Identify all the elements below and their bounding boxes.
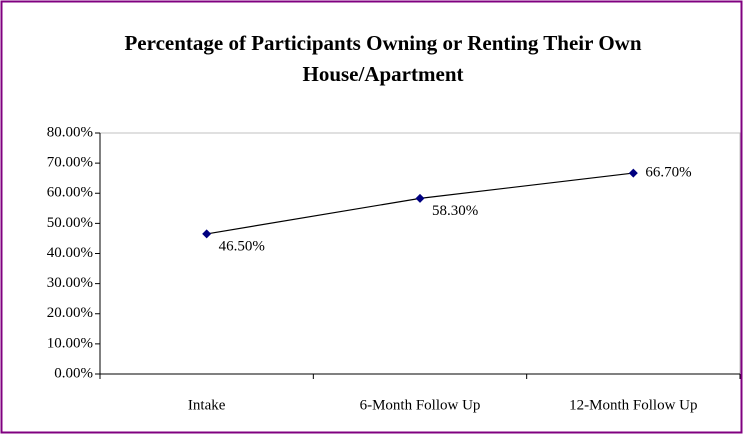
data-label: 66.70% [645,165,691,181]
y-tick-label: 10.00% [47,335,93,351]
plot-area [99,132,741,375]
y-tick-label: 50.00% [47,215,93,231]
chart-title: Percentage of Participants Owning or Ren… [124,31,642,86]
data-point [628,168,638,178]
y-tick-label: 0.00% [54,365,93,381]
y-tick-label: 80.00% [47,124,93,140]
x-tick-label: 12-Month Follow Up [569,397,697,413]
data-label: 58.30% [432,203,478,219]
y-tick-label: 60.00% [47,185,93,201]
data-point [415,193,425,203]
x-tick-label: 6-Month Follow Up [360,397,481,413]
y-tick-label: 30.00% [47,275,93,291]
y-tick-label: 20.00% [47,305,93,321]
x-tick-label: Intake [188,397,226,413]
data-label: 46.50% [219,238,265,254]
y-tick-label: 40.00% [47,245,93,261]
y-tick-label: 70.00% [47,155,93,171]
data-point [202,229,212,239]
